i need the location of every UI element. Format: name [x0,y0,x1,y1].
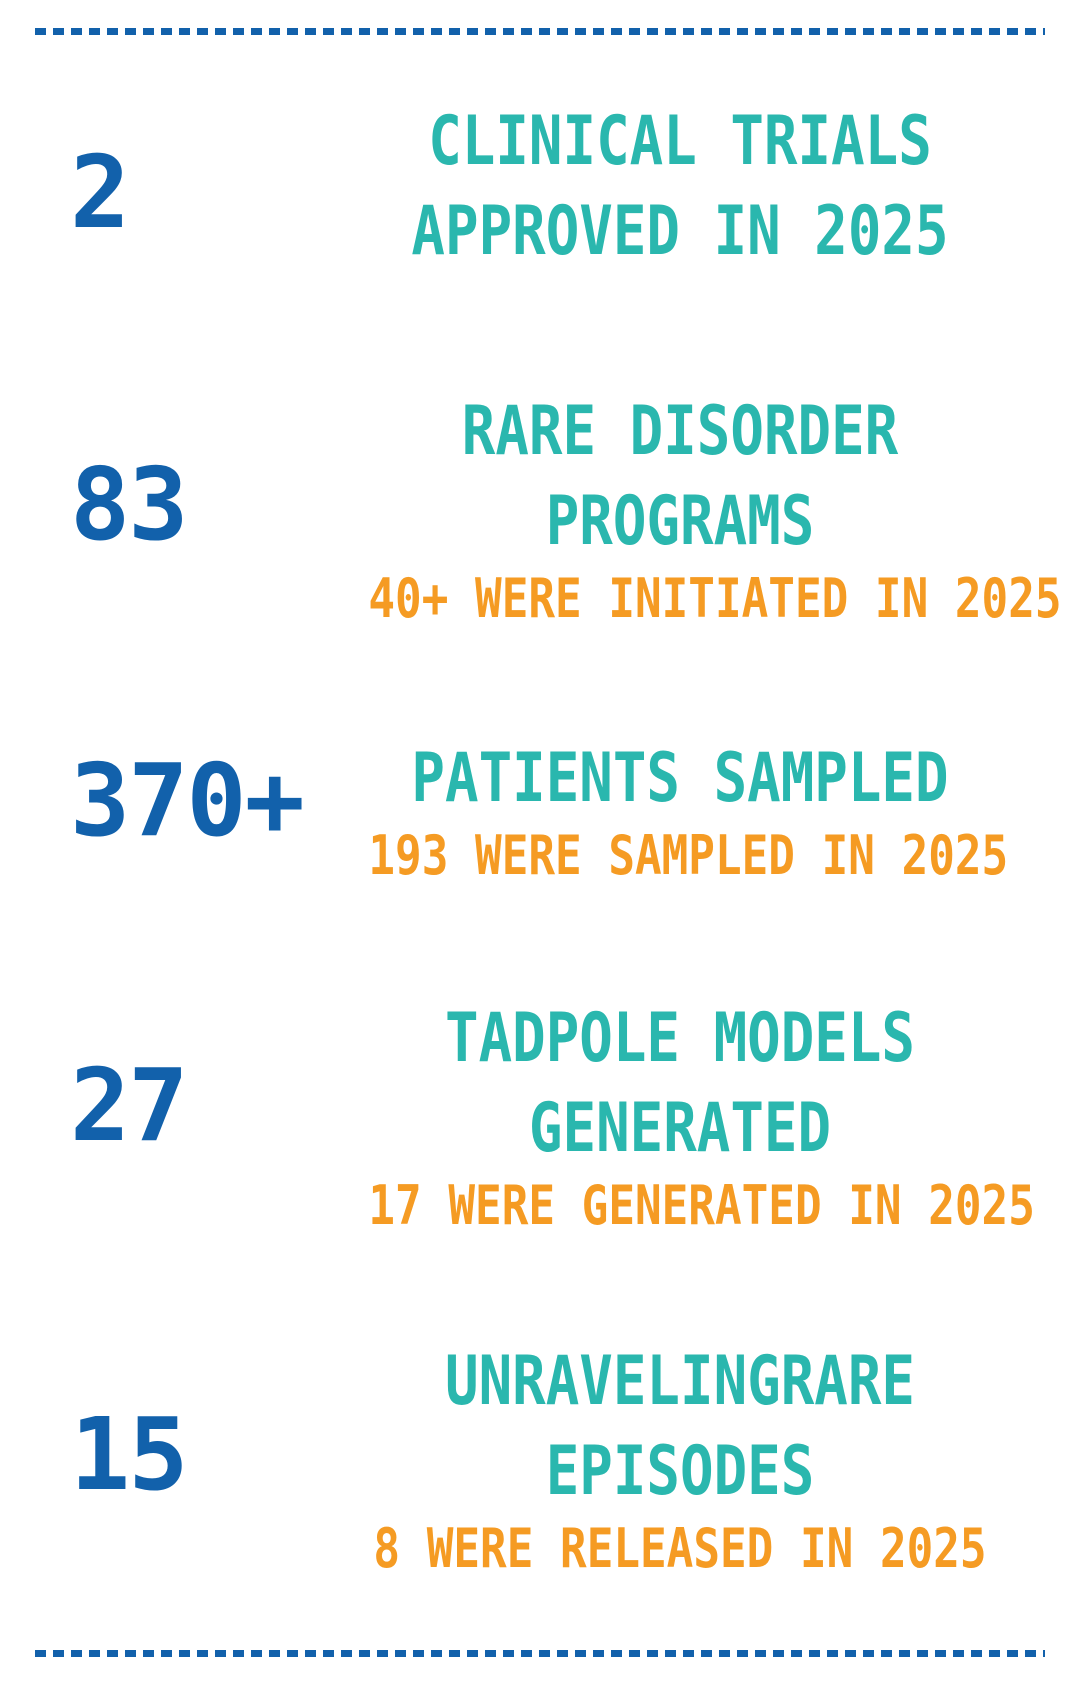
dashed-divider-top [35,28,1045,35]
stat-row-unravelingrare-episodes: 15 UNRAVELINGRARE EPISODES 8 WERE RELEAS… [0,1337,1080,1579]
stat-text: RARE DISORDER PROGRAMS 40+ WERE INITIATE… [300,387,1062,630]
stat-text: TADPOLE MODELS GENERATED 17 WERE GENERAT… [300,994,1060,1236]
stat-title-line: CLINICAL TRIALS [428,102,932,181]
stat-subtitle: 8 WERE RELEASED IN 2025 [373,1517,987,1580]
stat-row-patients-sampled: 370+ PATIENTS SAMPLED 193 WERE SAMPLED I… [0,734,1080,886]
dashed-divider-bottom [35,1650,1045,1657]
stat-subtitle: 17 WERE GENERATED IN 2025 [368,1174,1035,1237]
stat-title-line: GENERATED [528,1089,832,1168]
stat-subtitle: 193 WERE SAMPLED IN 2025 [368,824,1009,887]
stat-title-line: PATIENTS SAMPLED [411,739,949,818]
stat-value: 83 [70,446,188,563]
stat-subtitle: 40+ WERE INITIATED IN 2025 [368,567,1062,630]
stat-value: 370+ [70,742,305,859]
stat-text: CLINICAL TRIALS APPROVED IN 2025 [300,97,1060,277]
stat-value: 2 [70,134,130,251]
stat-text: UNRAVELINGRARE EPISODES 8 WERE RELEASED … [300,1337,1060,1579]
stat-value: 27 [70,1047,188,1164]
stat-title-line: EPISODES [545,1432,815,1511]
stat-title-line: PROGRAMS [545,482,815,561]
stat-title-line: APPROVED IN 2025 [411,192,949,271]
stat-row-rare-disorder-programs: 83 RARE DISORDER PROGRAMS 40+ WERE INITI… [0,387,1080,629]
stat-row-clinical-trials: 2 CLINICAL TRIALS APPROVED IN 2025 [0,97,1080,277]
stat-title-line: RARE DISORDER [461,392,899,471]
stat-text: PATIENTS SAMPLED 193 WERE SAMPLED IN 202… [300,734,1060,886]
stat-row-tadpole-models: 27 TADPOLE MODELS GENERATED 17 WERE GENE… [0,994,1080,1236]
stat-title-line: UNRAVELINGRARE [445,1342,915,1421]
stat-value: 15 [70,1396,188,1513]
stat-title-line: TADPOLE MODELS [445,999,915,1078]
